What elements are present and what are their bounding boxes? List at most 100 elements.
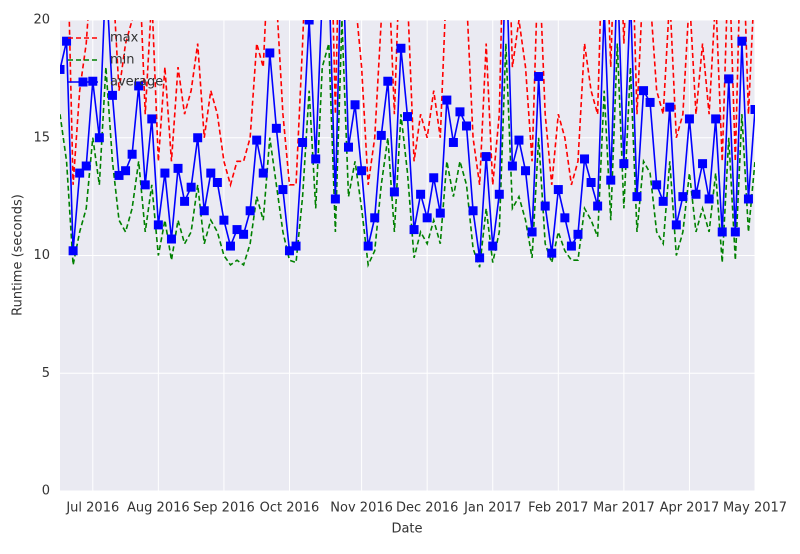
marker (232, 225, 242, 235)
legend-marker (78, 77, 88, 87)
marker (121, 166, 131, 176)
marker (357, 166, 367, 176)
marker (363, 241, 373, 251)
marker (127, 149, 137, 159)
marker (678, 192, 688, 202)
marker (514, 135, 524, 145)
marker (193, 133, 203, 143)
marker (219, 215, 229, 225)
marker (527, 227, 537, 237)
x-tick-label: Nov 2016 (330, 501, 393, 516)
marker (160, 168, 170, 178)
legend-label: max (110, 31, 139, 46)
marker (212, 177, 222, 187)
y-tick-label: 5 (42, 366, 50, 381)
marker (147, 114, 157, 124)
marker (134, 81, 144, 91)
marker (750, 104, 755, 114)
series-line (68, 20, 754, 188)
marker (455, 107, 465, 117)
marker (534, 72, 544, 82)
marker (330, 194, 340, 204)
marker (494, 189, 504, 199)
marker (107, 90, 117, 100)
y-tick-label: 15 (33, 130, 50, 145)
marker (265, 48, 275, 58)
x-tick-label: Aug 2016 (127, 501, 190, 516)
marker (60, 64, 65, 74)
marker (239, 229, 249, 239)
marker (639, 86, 649, 96)
marker (704, 194, 714, 204)
marker (153, 220, 163, 230)
marker (343, 142, 353, 152)
marker (521, 166, 531, 176)
marker (600, 4, 609, 13)
marker (743, 194, 753, 204)
marker (291, 241, 301, 251)
y-tick-label: 0 (42, 484, 50, 499)
marker (553, 185, 563, 195)
marker (632, 192, 642, 202)
marker (475, 253, 485, 263)
ticks: 0 5 10 15 20 Jul 2016 Aug 2016 Sep 2016 Oct 2016… (33, 13, 787, 516)
marker (75, 168, 85, 178)
marker (298, 137, 308, 147)
marker (278, 185, 288, 195)
marker (580, 154, 590, 164)
marker (206, 168, 216, 178)
marker (422, 213, 432, 223)
y-tick-label: 20 (33, 13, 50, 28)
marker (481, 152, 491, 162)
marker (593, 201, 603, 211)
marker (619, 159, 629, 169)
series-line (60, 20, 755, 268)
marker (658, 196, 668, 206)
legend-label: average (110, 75, 163, 90)
x-tick-label: Oct 2016 (260, 501, 320, 516)
marker (448, 137, 458, 147)
marker (199, 206, 209, 216)
series (60, 0, 755, 268)
x-tick-label: Jan 2017 (463, 501, 521, 516)
marker (245, 206, 255, 216)
marker (389, 187, 399, 197)
marker (180, 196, 190, 206)
marker (173, 163, 183, 173)
x-tick-label: Feb 2017 (528, 501, 588, 516)
marker (586, 177, 596, 187)
x-tick-label: Mar 2017 (593, 501, 655, 516)
marker (665, 102, 675, 112)
marker (383, 76, 393, 86)
marker (284, 246, 294, 256)
marker (507, 161, 517, 171)
y-axis-label: Runtime (seconds) (11, 194, 26, 316)
y-tick-label: 10 (33, 248, 50, 263)
marker (691, 189, 701, 199)
marker (68, 246, 78, 256)
marker (94, 133, 104, 143)
marker (560, 213, 570, 223)
marker (403, 112, 412, 122)
x-tick-label: May 2017 (723, 501, 787, 516)
marker (442, 95, 452, 105)
legend-label: min (110, 53, 135, 68)
marker (547, 248, 557, 258)
marker (435, 208, 445, 218)
marker (730, 227, 740, 237)
marker (573, 229, 583, 239)
marker (652, 180, 662, 190)
marker (186, 182, 196, 192)
x-tick-label: Apr 2017 (660, 501, 720, 516)
marker (271, 123, 281, 133)
marker (166, 234, 176, 244)
marker (645, 97, 655, 107)
marker (140, 180, 150, 190)
marker (350, 100, 360, 110)
marker (318, 0, 327, 1)
marker (566, 241, 576, 251)
marker (81, 161, 91, 171)
x-tick-label: Dec 2016 (396, 501, 458, 516)
marker (684, 114, 694, 124)
